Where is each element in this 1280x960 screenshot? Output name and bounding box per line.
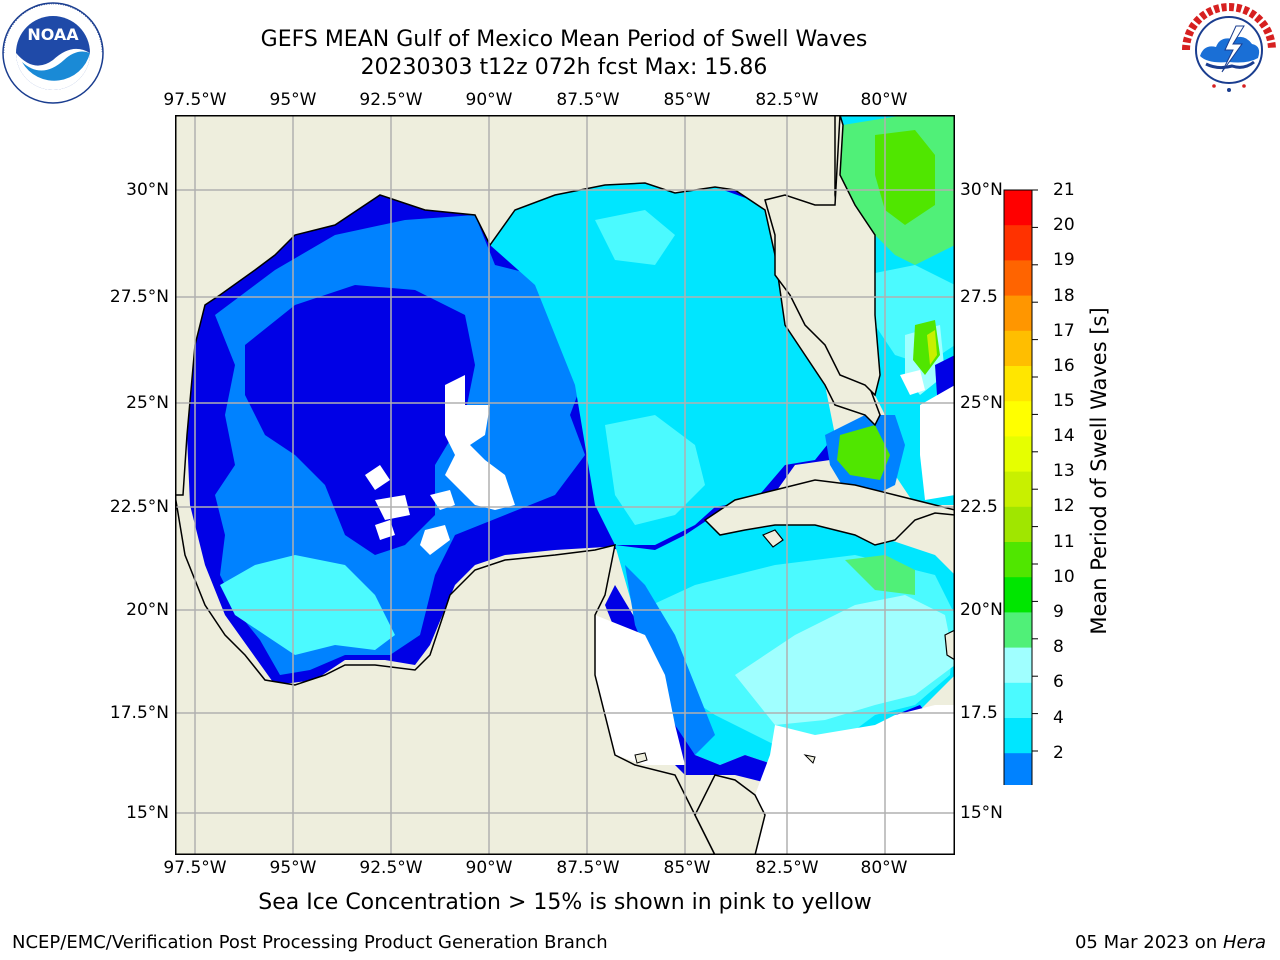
gulf-east-swell bbox=[490, 183, 835, 545]
colorbar-tick: 15 bbox=[1053, 391, 1075, 411]
colorbar-tick: 16 bbox=[1053, 356, 1075, 376]
lat-tick-right: 20°N bbox=[960, 600, 1003, 620]
colorbar-segment bbox=[1004, 471, 1032, 508]
lon-tick-bottom: 85°W bbox=[663, 858, 711, 878]
map-grid bbox=[175, 115, 955, 855]
lon-tick-bottom: 92.5°W bbox=[359, 858, 423, 878]
colorbar-segment bbox=[1004, 330, 1032, 367]
colorbar-tick: 20 bbox=[1053, 215, 1075, 235]
lon-tick-bottom: 80°W bbox=[860, 858, 908, 878]
lat-tick-left: 22.5°N bbox=[109, 497, 169, 517]
noaa-logo: NOAA bbox=[2, 2, 104, 104]
chart-title: GEFS MEAN Gulf of Mexico Mean Period of … bbox=[260, 27, 868, 52]
chart-subtitle: 20230303 t12z 072h fcst Max: 15.86 bbox=[360, 55, 768, 80]
colorbar-segment bbox=[1004, 647, 1032, 684]
lon-tick-top: 95°W bbox=[269, 90, 317, 110]
lat-tick-left: 30°N bbox=[126, 180, 169, 200]
lon-tick-bottom: 87.5°W bbox=[556, 858, 620, 878]
colorbar-segment bbox=[1004, 260, 1032, 297]
colorbar-segment bbox=[1004, 366, 1032, 402]
colorbar-segment bbox=[1004, 295, 1032, 332]
lon-tick-top: 87.5°W bbox=[556, 90, 620, 110]
lon-tick-top: 97.5°W bbox=[163, 90, 227, 110]
lon-tick-top: 82.5°W bbox=[755, 90, 819, 110]
colorbar-tick: 19 bbox=[1053, 250, 1075, 270]
colorbar-segment bbox=[1004, 190, 1032, 226]
colorbar-tick: 6 bbox=[1053, 672, 1064, 692]
colorbar-tick: 10 bbox=[1053, 567, 1075, 587]
colorbar-segment bbox=[1004, 577, 1032, 613]
colorbar-tick: 14 bbox=[1053, 426, 1075, 446]
lat-tick-right: 25°N bbox=[960, 393, 1003, 413]
colorbar-tick: 4 bbox=[1053, 708, 1064, 728]
colorbar-segment bbox=[1004, 718, 1032, 754]
lat-tick-left: 15°N bbox=[126, 803, 169, 823]
colorbar-tick: 11 bbox=[1053, 532, 1075, 552]
lon-tick-bottom: 95°W bbox=[269, 858, 317, 878]
colorbar-segment bbox=[1004, 542, 1032, 578]
colorbar-segment bbox=[1004, 682, 1032, 719]
colorbar-tick: 9 bbox=[1053, 602, 1064, 622]
lon-tick-top: 92.5°W bbox=[359, 90, 423, 110]
colorbar-segment bbox=[1004, 401, 1032, 437]
lat-tick-left: 17.5°N bbox=[109, 703, 169, 723]
lat-tick-left: 20°N bbox=[126, 600, 169, 620]
lon-tick-top: 90°W bbox=[465, 90, 513, 110]
lon-tick-bottom: 82.5°W bbox=[755, 858, 819, 878]
colorbar-tick: 18 bbox=[1053, 286, 1075, 306]
colorbar-tick: 17 bbox=[1053, 321, 1075, 341]
lat-tick-right: 22.5 bbox=[960, 497, 998, 517]
sea-ice-caption: Sea Ice Concentration > 15% is shown in … bbox=[258, 890, 872, 915]
map-panel bbox=[175, 115, 955, 855]
colorbar-tick: 8 bbox=[1053, 637, 1064, 657]
lat-tick-left: 25°N bbox=[126, 393, 169, 413]
footer-date-text: 05 Mar 2023 on bbox=[1074, 932, 1223, 953]
lon-tick-top: 80°W bbox=[860, 90, 908, 110]
footer-host: Hera bbox=[1222, 932, 1266, 953]
footer-credit: NCEP/EMC/Verification Post Processing Pr… bbox=[12, 932, 608, 953]
lon-tick-bottom: 97.5°W bbox=[163, 858, 227, 878]
colorbar-segment bbox=[1004, 436, 1032, 473]
colorbar-tick: 2 bbox=[1053, 743, 1064, 763]
lat-tick-right: 15°N bbox=[960, 803, 1003, 823]
lat-tick-right: 17.5 bbox=[960, 703, 998, 723]
lon-tick-bottom: 90°W bbox=[465, 858, 513, 878]
national-weather-service-logo bbox=[1178, 0, 1280, 100]
lat-tick-left: 27.5°N bbox=[109, 287, 169, 307]
colorbar-segment bbox=[1004, 506, 1032, 543]
colorbar-label: Mean Period of Swell Waves [s] bbox=[1087, 307, 1111, 635]
lat-tick-right: 30°N bbox=[960, 180, 1003, 200]
colorbar-segment bbox=[1004, 225, 1032, 261]
colorbar-tick: 13 bbox=[1053, 461, 1075, 481]
mexico-land bbox=[175, 494, 716, 855]
colorbar bbox=[1000, 185, 1040, 785]
colorbar-tick: 12 bbox=[1053, 496, 1075, 516]
cuba-land bbox=[703, 479, 955, 546]
colorbar-tick: 21 bbox=[1053, 180, 1075, 200]
colorbar-segment bbox=[1004, 612, 1032, 649]
lat-tick-right: 27.5 bbox=[960, 287, 998, 307]
footer-date: 05 Mar 2023 on Hera bbox=[1075, 932, 1266, 953]
svg-text:NOAA: NOAA bbox=[27, 25, 79, 44]
lon-tick-top: 85°W bbox=[663, 90, 711, 110]
colorbar-segment bbox=[1004, 753, 1032, 785]
